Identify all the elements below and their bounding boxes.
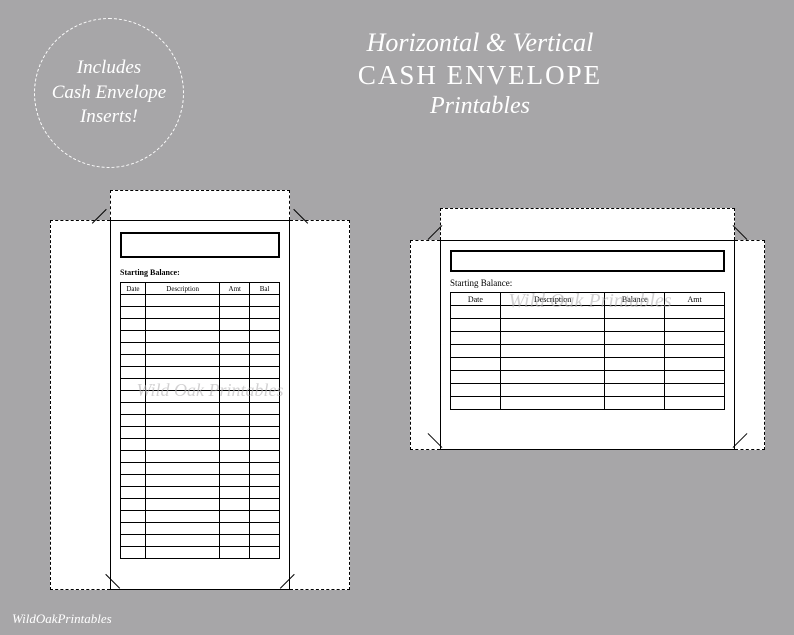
credit-text: WildOakPrintables xyxy=(12,611,112,627)
table-row xyxy=(121,523,280,535)
vertical-ledger-table: Date Description Amt Bal xyxy=(120,282,280,559)
table-row xyxy=(121,307,280,319)
table-row xyxy=(451,371,725,384)
horizontal-category-box xyxy=(450,250,725,272)
horizontal-starting-balance-label: Starting Balance: xyxy=(450,278,512,288)
table-row xyxy=(121,475,280,487)
badge-circle: Includes Cash Envelope Inserts! xyxy=(34,18,184,168)
vertical-envelope: Starting Balance: Date Description Amt B… xyxy=(40,180,360,600)
title-line1: Horizontal & Vertical xyxy=(260,28,700,58)
col-balance: Balance xyxy=(605,293,665,306)
vertical-flap-top xyxy=(110,190,290,220)
horizontal-ledger-table: Date Description Balance Amt xyxy=(450,292,725,410)
badge-line1: Includes xyxy=(52,56,167,81)
table-row xyxy=(121,439,280,451)
table-row xyxy=(121,511,280,523)
badge-line3: Inserts! xyxy=(52,105,167,130)
table-row xyxy=(121,331,280,343)
title-block: Horizontal & Vertical CASH ENVELOPE Prin… xyxy=(260,28,700,120)
table-row xyxy=(121,403,280,415)
table-row xyxy=(121,415,280,427)
table-row xyxy=(121,427,280,439)
badge-line2: Cash Envelope xyxy=(52,81,167,106)
table-row xyxy=(121,367,280,379)
table-row xyxy=(121,379,280,391)
horizontal-flap-right xyxy=(735,240,765,450)
col-date: Date xyxy=(451,293,501,306)
table-row xyxy=(451,358,725,371)
table-row xyxy=(121,499,280,511)
horizontal-flap-top xyxy=(440,208,735,240)
title-line3: Printables xyxy=(260,93,700,120)
table-row xyxy=(451,306,725,319)
table-row xyxy=(121,355,280,367)
table-row xyxy=(451,397,725,410)
col-bal: Bal xyxy=(250,283,280,295)
table-row xyxy=(121,547,280,559)
col-amt: Amt xyxy=(665,293,725,306)
table-row xyxy=(451,319,725,332)
table-row xyxy=(451,384,725,397)
table-row xyxy=(121,451,280,463)
table-row xyxy=(121,463,280,475)
vertical-category-box xyxy=(120,232,280,258)
col-description: Description xyxy=(500,293,605,306)
table-row xyxy=(451,345,725,358)
table-row xyxy=(121,295,280,307)
title-line2: CASH ENVELOPE xyxy=(260,60,700,91)
table-row xyxy=(121,319,280,331)
col-date: Date xyxy=(121,283,146,295)
horizontal-envelope: Starting Balance: Date Description Balan… xyxy=(405,200,770,480)
vertical-flap-right xyxy=(290,220,350,590)
col-amt: Amt xyxy=(220,283,250,295)
horizontal-flap-left xyxy=(410,240,440,450)
table-row xyxy=(121,343,280,355)
col-description: Description xyxy=(145,283,219,295)
table-row xyxy=(451,332,725,345)
table-row xyxy=(121,391,280,403)
table-row xyxy=(121,487,280,499)
vertical-flap-left xyxy=(50,220,110,590)
table-row xyxy=(121,535,280,547)
vertical-starting-balance-label: Starting Balance: xyxy=(120,268,180,277)
